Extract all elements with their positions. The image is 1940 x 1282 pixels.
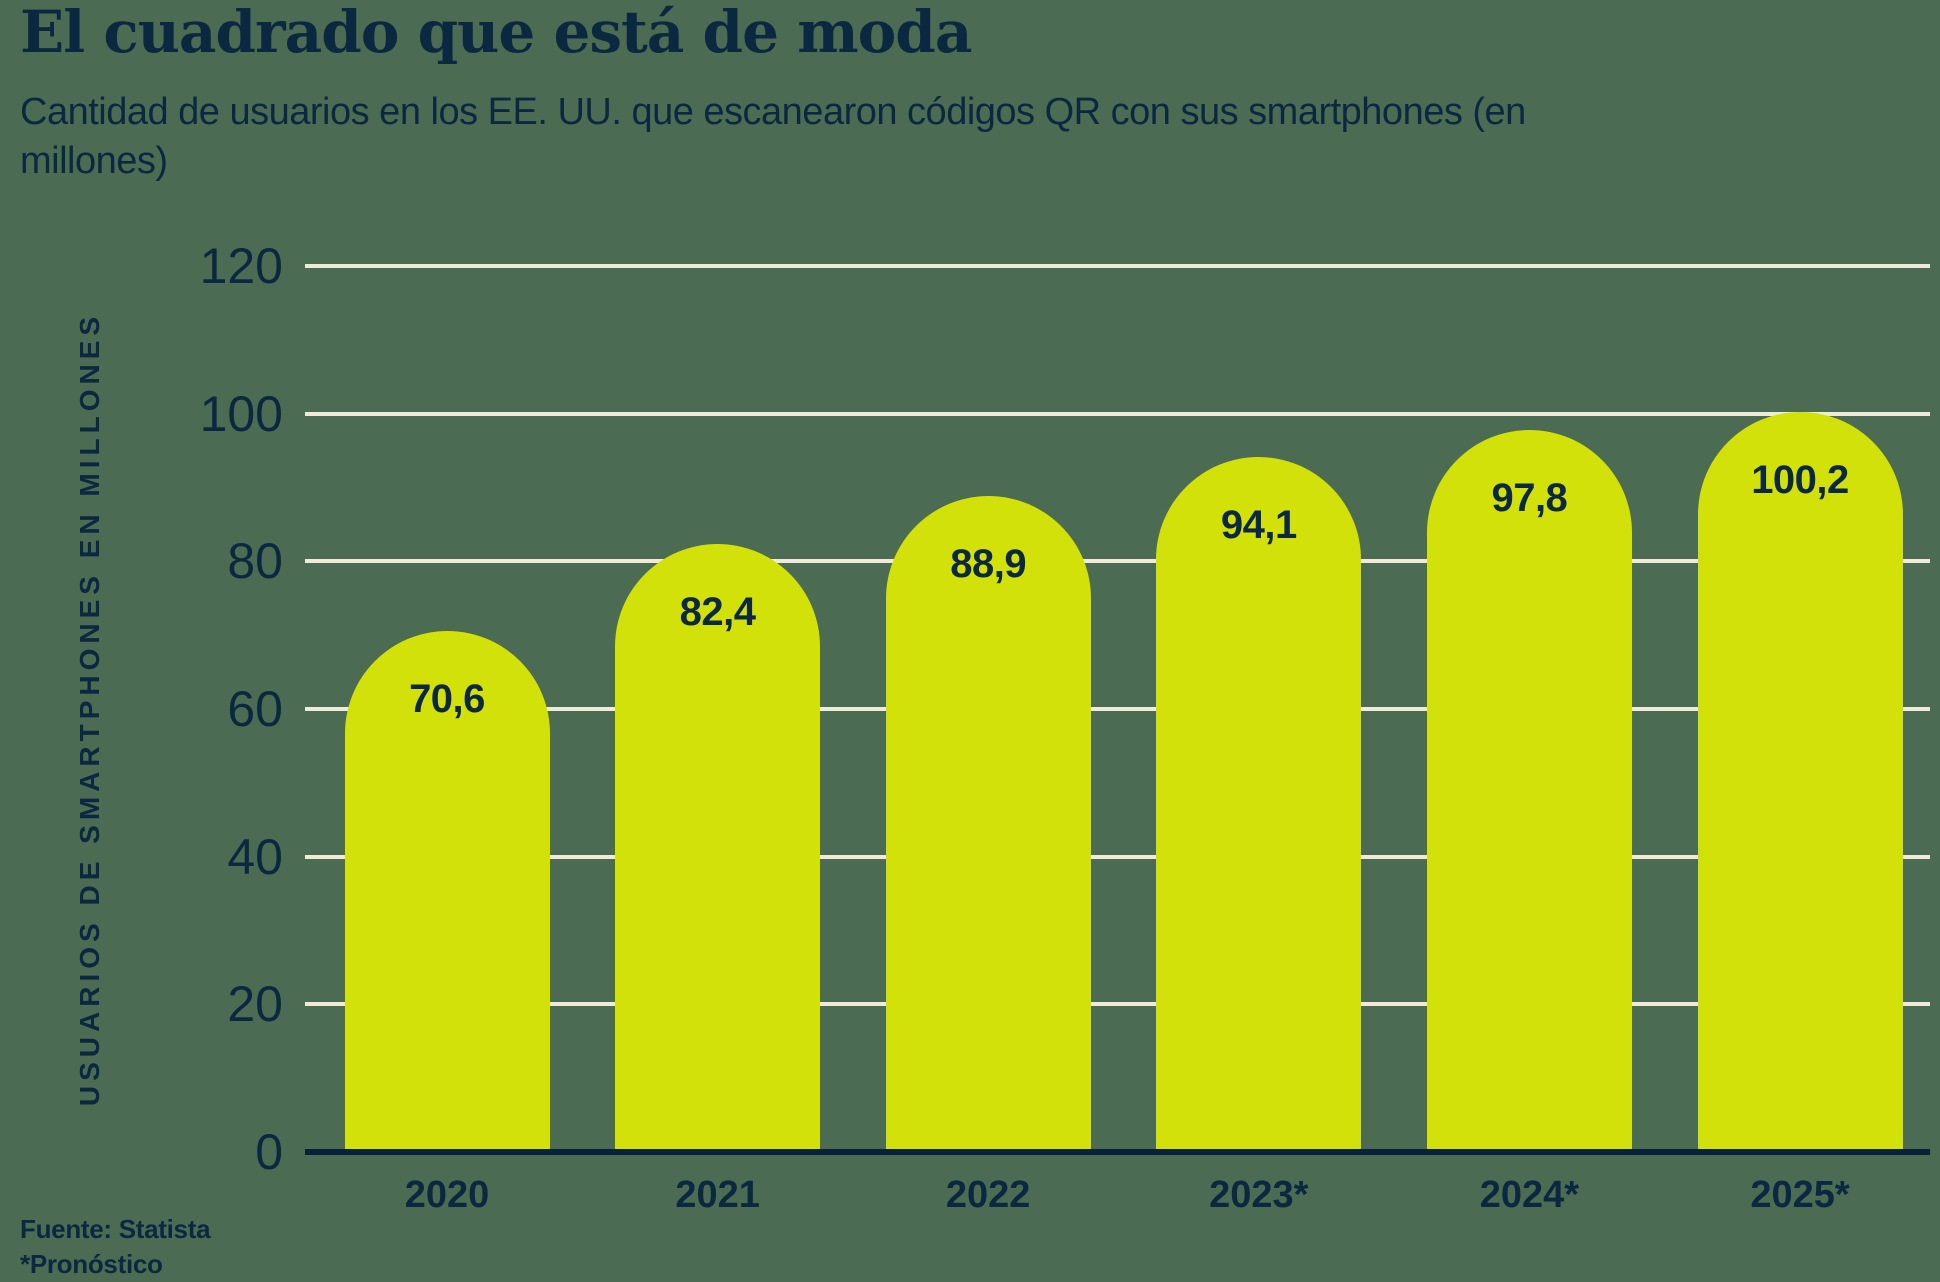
y-tick-label-80: 80 [227, 533, 283, 590]
bar-2021: 82,4 [615, 543, 821, 1152]
x-tick-label-2023*: 2023* [1209, 1174, 1309, 1216]
gridline-40 [305, 854, 1930, 859]
footer: Fuente: Statista *Pronóstico [20, 1212, 211, 1282]
x-tick-label-2021: 2021 [675, 1174, 760, 1216]
value-label-2021: 82,4 [679, 589, 756, 634]
forecast-note: *Pronóstico [20, 1249, 163, 1279]
bar-2024*: 97,8 [1426, 429, 1632, 1152]
bar-2020: 70,6 [344, 630, 550, 1152]
source-note: Fuente: Statista [20, 1214, 211, 1244]
gridline-120 [305, 264, 1930, 268]
y-tick-label-20: 20 [227, 976, 283, 1033]
gridline-20 [305, 1002, 1930, 1007]
gridline-100 [305, 411, 1930, 416]
x-tick-label-2025*: 2025* [1750, 1174, 1850, 1216]
value-label-2024*: 97,8 [1491, 475, 1568, 520]
page-title: El cuadrado que está de moda [20, 0, 972, 66]
x-tick-label-2024*: 2024* [1479, 1174, 1580, 1216]
y-tick-label-60: 60 [227, 681, 283, 737]
y-axis-title: USUARIOS DE SMARTPHONES EN MILLONES [74, 311, 105, 1107]
y-tick-label-120: 120 [199, 238, 283, 294]
y-tick-label-0: 0 [255, 1124, 283, 1180]
value-label-2020: 70,6 [409, 676, 485, 721]
value-label-2022: 88,9 [950, 541, 1027, 586]
value-label-2023*: 94,1 [1220, 503, 1297, 548]
y-tick-label-100: 100 [199, 385, 283, 442]
x-tick-label-2022: 2022 [945, 1174, 1031, 1216]
chart-subtitle: Cantidad de usuarios en los EE. UU. que … [20, 91, 1526, 183]
gridline-80 [305, 559, 1930, 564]
gridline-60 [305, 707, 1930, 711]
bar-2025*: 100,2 [1697, 412, 1903, 1152]
x-tick-label-2020: 2020 [404, 1174, 490, 1216]
x-axis-line [305, 1149, 1930, 1155]
y-tick-label-40: 40 [227, 828, 283, 885]
bar-2023*: 94,1 [1156, 457, 1362, 1152]
bar-2022: 88,9 [885, 495, 1091, 1152]
value-label-2025*: 100,2 [1751, 458, 1849, 503]
